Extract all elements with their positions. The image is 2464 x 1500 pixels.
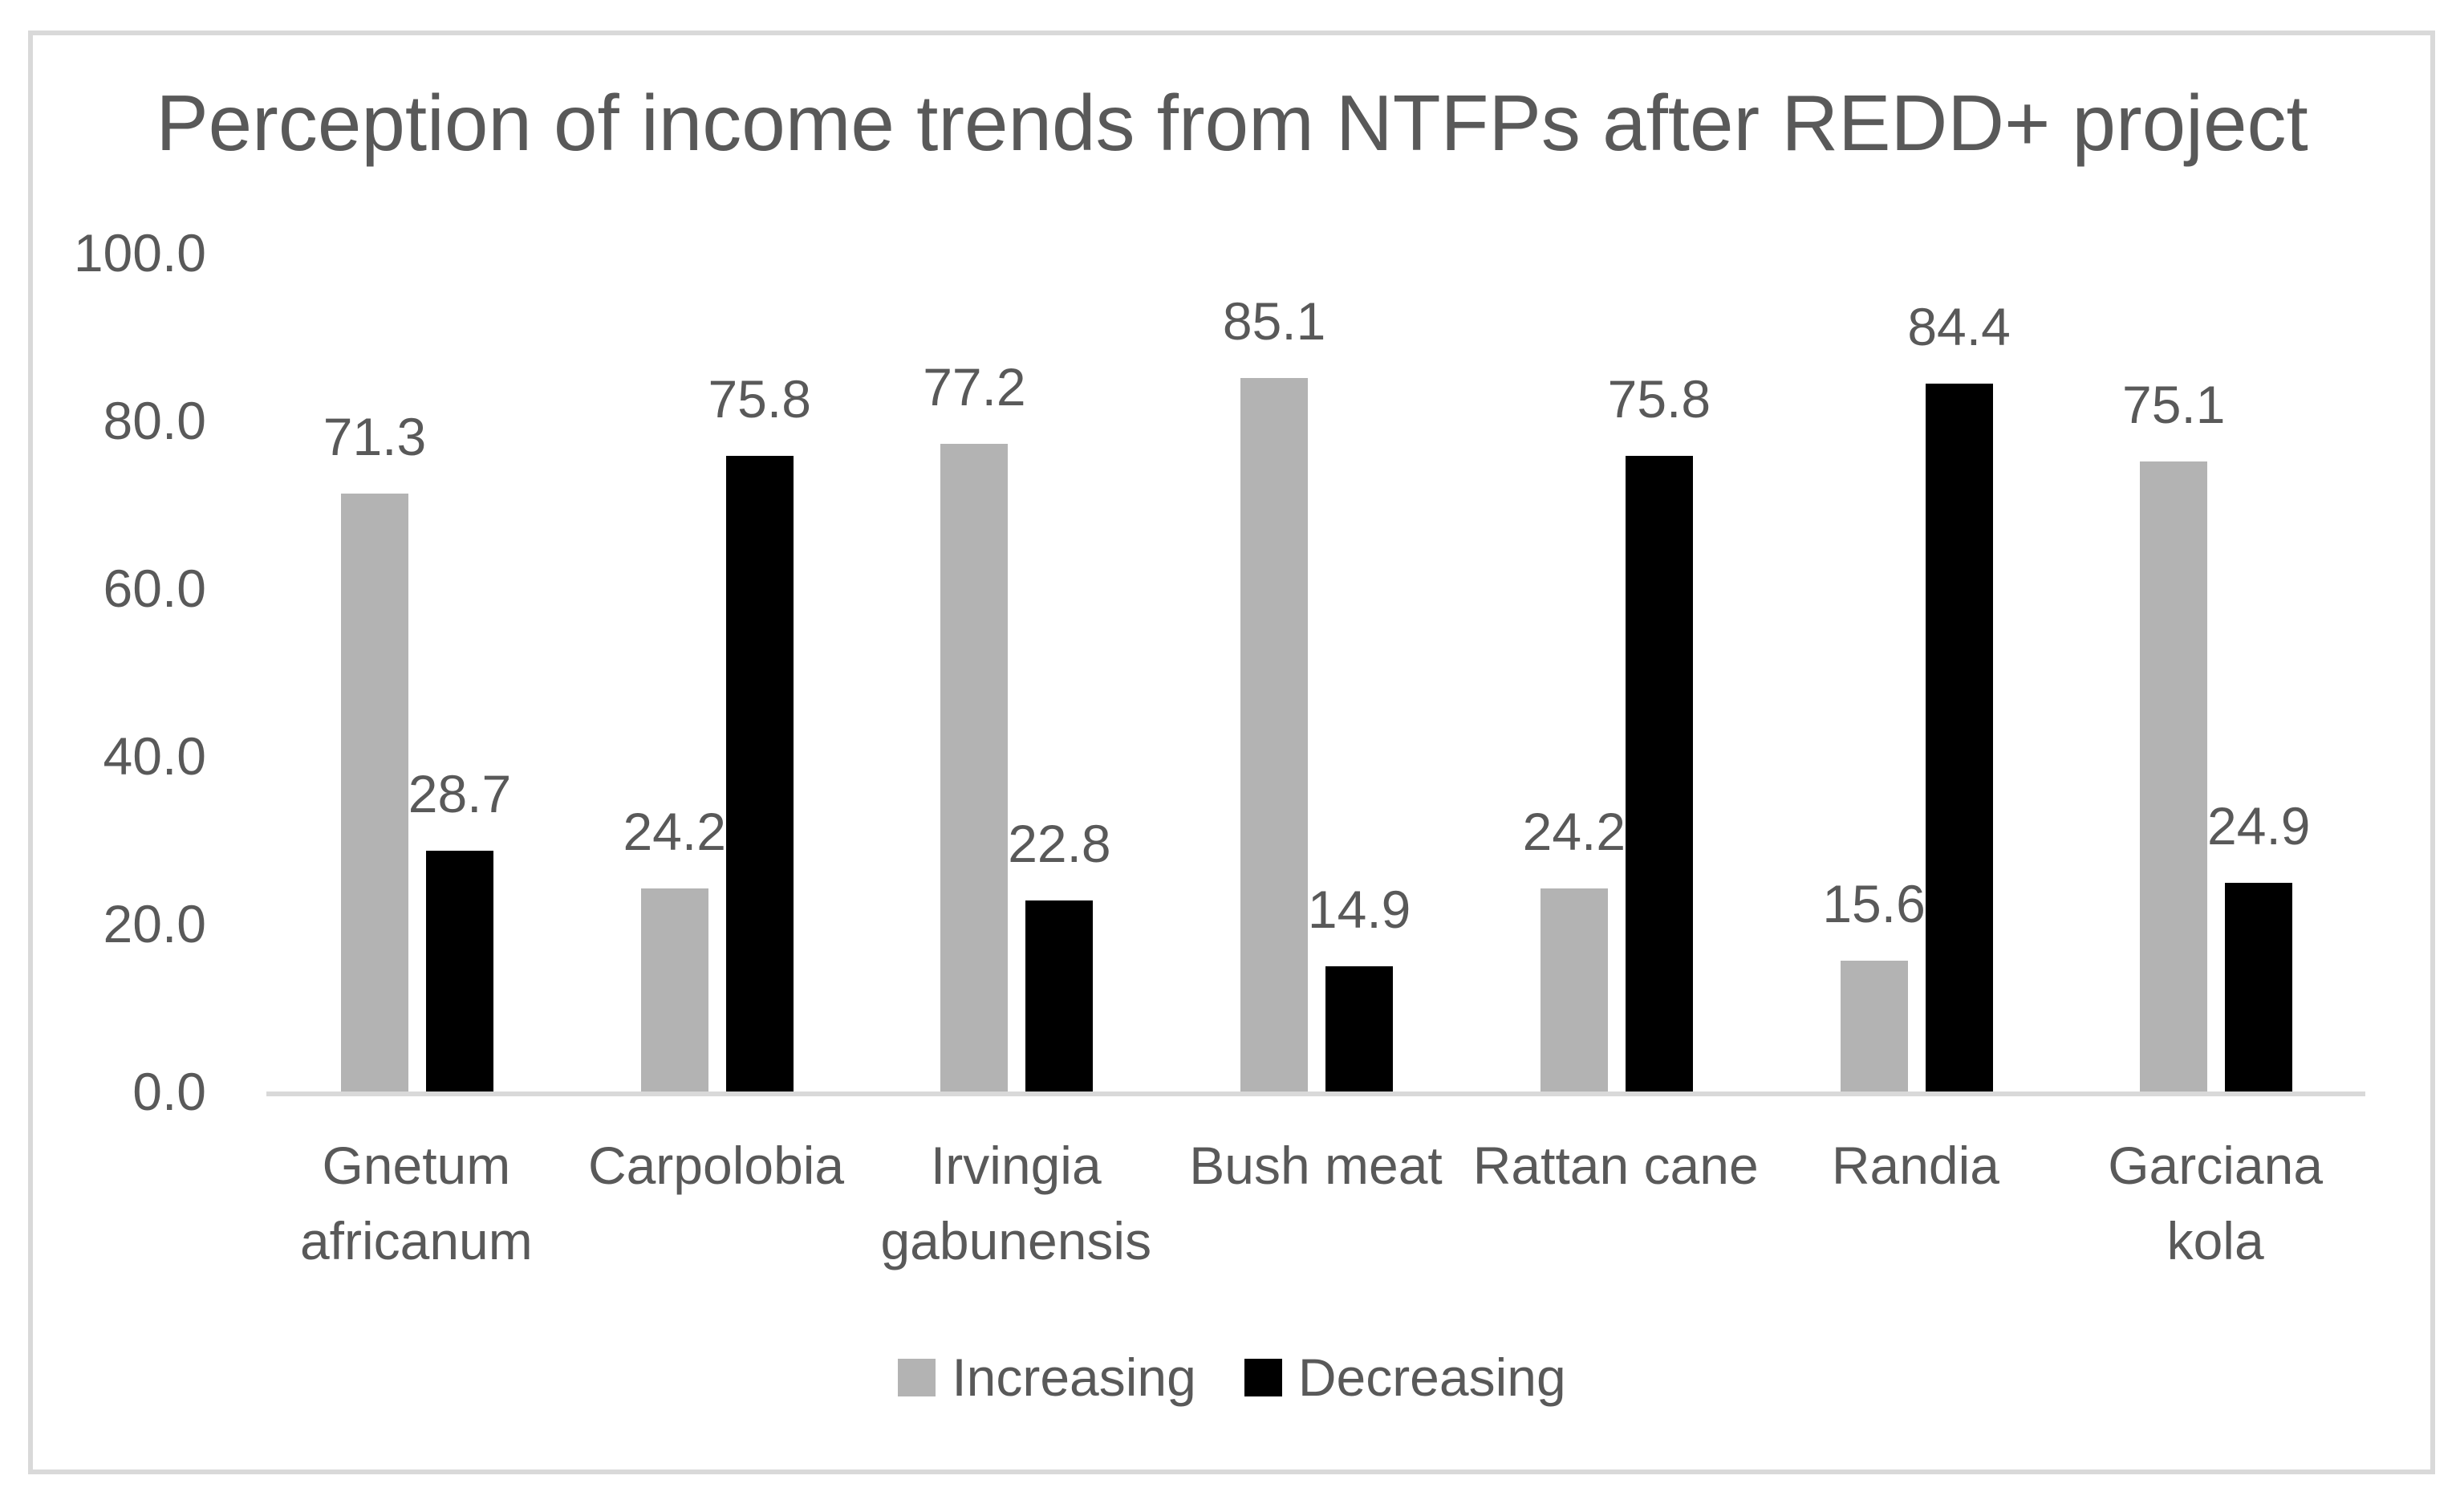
y-axis-tick-label: 20.0 — [103, 894, 206, 953]
bar-value-label: 24.9 — [2207, 795, 2311, 856]
bar-increasing-6 — [1840, 960, 1908, 1091]
bar-value-label: 28.7 — [408, 764, 512, 824]
legend-item-increasing: Increasing — [898, 1349, 1196, 1405]
bar-value-label: 84.4 — [1907, 297, 2011, 357]
bar-value-label: 77.2 — [923, 357, 1026, 417]
x-axis-tick-label: Randia — [1831, 1136, 1999, 1195]
y-axis-tick-label: 100.0 — [73, 223, 206, 283]
bar-decreasing-7 — [2225, 882, 2293, 1091]
bar-decreasing-2 — [725, 455, 794, 1091]
bar-value-label: 22.8 — [1008, 813, 1111, 873]
bar-value-label: 75.8 — [708, 368, 811, 429]
x-axis-tick-label: Carpolobia — [587, 1136, 845, 1195]
x-axis-tick-label: Gnetum africanum — [299, 1136, 533, 1270]
bar-increasing-7 — [2140, 461, 2208, 1091]
bar-value-label: 14.9 — [1307, 880, 1411, 940]
bar-value-label: 24.2 — [623, 802, 726, 862]
y-axis-tick-label: 40.0 — [103, 726, 206, 786]
chart-area-border — [28, 30, 2435, 1474]
bar-increasing-1 — [341, 493, 408, 1091]
bar-value-label: 15.6 — [1822, 873, 1926, 933]
bar-decreasing-4 — [1325, 966, 1394, 1091]
bar-value-label: 85.1 — [1222, 291, 1326, 351]
bar-increasing-2 — [640, 888, 708, 1091]
bar-value-label: 71.3 — [323, 406, 427, 466]
x-axis-tick-label: Bush meat — [1189, 1136, 1443, 1195]
legend-swatch-decreasing-icon — [1244, 1358, 1282, 1396]
y-axis-tick-label: 80.0 — [103, 391, 206, 450]
legend-item-decreasing: Decreasing — [1244, 1349, 1566, 1405]
bar-value-label: 75.1 — [2122, 375, 2226, 435]
y-axis-tick-label: 0.0 — [132, 1062, 206, 1121]
legend-label-decreasing: Decreasing — [1297, 1348, 1566, 1407]
bar-decreasing-3 — [1025, 900, 1094, 1091]
bar-decreasing-6 — [1925, 384, 1993, 1091]
x-axis-tick-label: Irvingia gabunensis — [880, 1136, 1152, 1270]
legend-label-increasing: Increasing — [952, 1348, 1196, 1407]
legend: Increasing Decreasing — [0, 1345, 2464, 1409]
bar-decreasing-1 — [426, 851, 493, 1091]
x-axis-tick-label: Rattan cane — [1472, 1136, 1759, 1195]
bar-value-label: 75.8 — [1607, 368, 1711, 429]
bar-increasing-3 — [940, 444, 1009, 1091]
legend-swatch-increasing-icon — [898, 1358, 936, 1396]
x-axis-line — [266, 1091, 2365, 1096]
bar-decreasing-5 — [1625, 455, 1693, 1091]
bar-value-label: 24.2 — [1522, 802, 1626, 862]
y-axis-tick-label: 60.0 — [103, 559, 206, 618]
bar-increasing-4 — [1240, 377, 1309, 1091]
x-axis-tick-label: Garciana kola — [2108, 1136, 2324, 1270]
chart-title: Perception of income trends from NTFPs a… — [156, 79, 2308, 167]
bar-increasing-5 — [1540, 888, 1608, 1091]
